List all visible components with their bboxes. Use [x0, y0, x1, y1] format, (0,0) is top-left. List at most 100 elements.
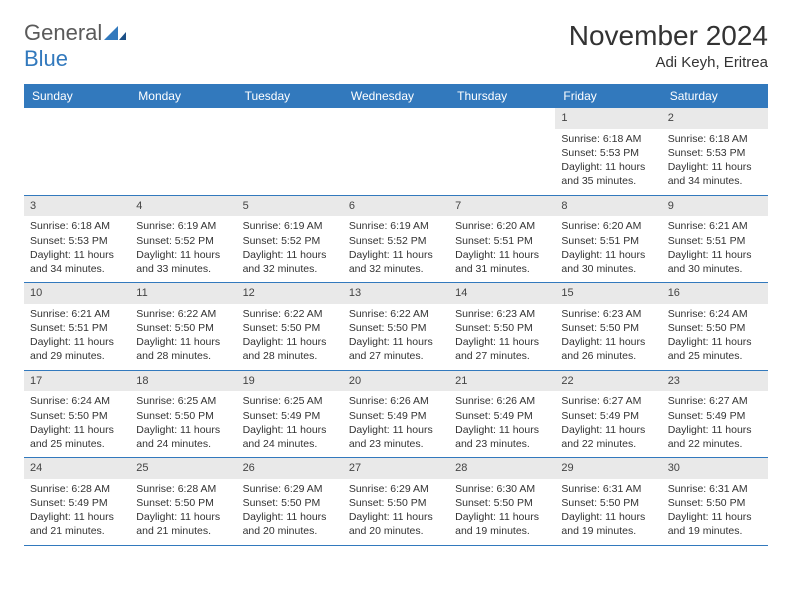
day-number: 30	[662, 458, 768, 479]
day-number: 23	[662, 371, 768, 392]
daylight-text: Daylight: 11 hours and 25 minutes.	[668, 335, 762, 363]
daylight-text: Daylight: 11 hours and 35 minutes.	[561, 160, 655, 188]
day-cell: 15Sunrise: 6:23 AMSunset: 5:50 PMDayligh…	[555, 283, 661, 370]
day-number: 6	[343, 196, 449, 217]
daylight-text: Daylight: 11 hours and 20 minutes.	[243, 510, 337, 538]
week-row: 24Sunrise: 6:28 AMSunset: 5:49 PMDayligh…	[24, 458, 768, 546]
day-cell: 13 Sunrise: 6:22 AMSunset: 5:50 PMDayligh…	[343, 283, 449, 370]
sunset-text: Sunset: 5:50 PM	[30, 409, 124, 423]
day-cell: 10Sunrise: 6:21 AMSunset: 5:51 PMDayligh…	[24, 283, 130, 370]
day-cell: 19Sunrise: 6:25 AMSunset: 5:49 PMDayligh…	[237, 371, 343, 458]
day-body: Sunrise: 6:24 AMSunset: 5:50 PMDaylight:…	[668, 307, 762, 364]
daylight-text: Daylight: 11 hours and 22 minutes.	[561, 423, 655, 451]
sunset-text: Sunset: 5:53 PM	[30, 234, 124, 248]
weeks-container: 1Sunrise: 6:18 AMSunset: 5:53 PMDaylight…	[24, 108, 768, 546]
day-cell: 17Sunrise: 6:24 AMSunset: 5:50 PMDayligh…	[24, 371, 130, 458]
sunset-text: Sunset: 5:52 PM	[136, 234, 230, 248]
sunrise-text: Sunrise: 6:19 AM	[349, 219, 443, 233]
day-body: Sunrise: 6:21 AMSunset: 5:51 PMDaylight:…	[668, 219, 762, 276]
sunset-text: Sunset: 5:50 PM	[668, 496, 762, 510]
logo-text: GeneralBlue	[24, 20, 126, 72]
week-row: 17Sunrise: 6:24 AMSunset: 5:50 PMDayligh…	[24, 371, 768, 459]
weekday-header: Friday	[555, 84, 661, 108]
day-number: 28	[449, 458, 555, 479]
sunset-text: Sunset: 5:50 PM	[136, 321, 230, 335]
day-number: 22	[555, 371, 661, 392]
sunset-text: Sunset: 5:51 PM	[668, 234, 762, 248]
daylight-text: Daylight: 11 hours and 31 minutes.	[455, 248, 549, 276]
daylight-text: Daylight: 11 hours and 19 minutes.	[668, 510, 762, 538]
day-number: 10	[24, 283, 130, 304]
sunrise-text: Sunrise: 6:27 AM	[668, 394, 762, 408]
logo-word2: Blue	[24, 46, 68, 71]
day-cell: 12Sunrise: 6:22 AMSunset: 5:50 PMDayligh…	[237, 283, 343, 370]
day-cell: 20Sunrise: 6:26 AMSunset: 5:49 PMDayligh…	[343, 371, 449, 458]
daylight-text: Daylight: 11 hours and 21 minutes.	[30, 510, 124, 538]
day-body: Sunrise: 6:18 AMSunset: 5:53 PMDaylight:…	[561, 132, 655, 189]
day-cell: 26Sunrise: 6:29 AMSunset: 5:50 PMDayligh…	[237, 458, 343, 545]
sunrise-text: Sunrise: 6:22 AM	[349, 307, 443, 321]
page-title: November 2024	[569, 20, 768, 52]
day-cell: 16Sunrise: 6:24 AMSunset: 5:50 PMDayligh…	[662, 283, 768, 370]
day-number: 26	[237, 458, 343, 479]
logo-sail-icon	[104, 20, 126, 46]
day-body: Sunrise: 6:24 AMSunset: 5:50 PMDaylight:…	[30, 394, 124, 451]
day-cell	[24, 108, 130, 195]
sunrise-text: Sunrise: 6:23 AM	[455, 307, 549, 321]
weekday-header: Tuesday	[237, 84, 343, 108]
page-subtitle: Adi Keyh, Eritrea	[569, 54, 768, 71]
day-number: 20	[343, 371, 449, 392]
sunset-text: Sunset: 5:51 PM	[561, 234, 655, 248]
sunset-text: Sunset: 5:49 PM	[668, 409, 762, 423]
sunrise-text: Sunrise: 6:26 AM	[455, 394, 549, 408]
sunrise-text: Sunrise: 6:21 AM	[30, 307, 124, 321]
sunset-text: Sunset: 5:53 PM	[668, 146, 762, 160]
sunset-text: Sunset: 5:50 PM	[455, 496, 549, 510]
weekday-header-row: SundayMondayTuesdayWednesdayThursdayFrid…	[24, 84, 768, 108]
day-number: 25	[130, 458, 236, 479]
day-number: 2	[662, 108, 768, 129]
sunset-text: Sunset: 5:50 PM	[136, 409, 230, 423]
day-cell: 5Sunrise: 6:19 AMSunset: 5:52 PMDaylight…	[237, 196, 343, 283]
day-body: Sunrise: 6:27 AMSunset: 5:49 PMDaylight:…	[561, 394, 655, 451]
day-number: 11	[130, 283, 236, 304]
sunrise-text: Sunrise: 6:19 AM	[136, 219, 230, 233]
day-cell	[343, 108, 449, 195]
daylight-text: Daylight: 11 hours and 27 minutes.	[349, 335, 443, 363]
daylight-text: Daylight: 11 hours and 19 minutes.	[455, 510, 549, 538]
sunrise-text: Sunrise: 6:31 AM	[561, 482, 655, 496]
day-cell: 14Sunrise: 6:23 AMSunset: 5:50 PMDayligh…	[449, 283, 555, 370]
daylight-text: Daylight: 11 hours and 21 minutes.	[136, 510, 230, 538]
day-body: Sunrise: 6:18 AMSunset: 5:53 PMDaylight:…	[30, 219, 124, 276]
day-number: 7	[449, 196, 555, 217]
sunrise-text: Sunrise: 6:27 AM	[561, 394, 655, 408]
sunset-text: Sunset: 5:49 PM	[455, 409, 549, 423]
sunrise-text: Sunrise: 6:24 AM	[668, 307, 762, 321]
day-number: 9	[662, 196, 768, 217]
week-row: 3Sunrise: 6:18 AMSunset: 5:53 PMDaylight…	[24, 196, 768, 284]
day-cell: 23Sunrise: 6:27 AMSunset: 5:49 PMDayligh…	[662, 371, 768, 458]
day-body: Sunrise: 6:22 AMSunset: 5:50 PMDaylight:…	[349, 307, 443, 364]
day-number: 13	[343, 283, 449, 304]
day-cell: 22Sunrise: 6:27 AMSunset: 5:49 PMDayligh…	[555, 371, 661, 458]
day-body: Sunrise: 6:20 AMSunset: 5:51 PMDaylight:…	[455, 219, 549, 276]
daylight-text: Daylight: 11 hours and 28 minutes.	[136, 335, 230, 363]
day-cell: 6Sunrise: 6:19 AMSunset: 5:52 PMDaylight…	[343, 196, 449, 283]
sunset-text: Sunset: 5:50 PM	[561, 321, 655, 335]
day-body: Sunrise: 6:28 AMSunset: 5:49 PMDaylight:…	[30, 482, 124, 539]
day-number: 18	[130, 371, 236, 392]
sunset-text: Sunset: 5:50 PM	[243, 496, 337, 510]
daylight-text: Daylight: 11 hours and 34 minutes.	[668, 160, 762, 188]
day-cell: 4Sunrise: 6:19 AMSunset: 5:52 PMDaylight…	[130, 196, 236, 283]
sunrise-text: Sunrise: 6:29 AM	[349, 482, 443, 496]
sunset-text: Sunset: 5:50 PM	[668, 321, 762, 335]
title-block: November 2024 Adi Keyh, Eritrea	[569, 20, 768, 71]
daylight-text: Daylight: 11 hours and 23 minutes.	[455, 423, 549, 451]
sunset-text: Sunset: 5:49 PM	[349, 409, 443, 423]
day-number: 8	[555, 196, 661, 217]
sunrise-text: Sunrise: 6:18 AM	[668, 132, 762, 146]
day-body: Sunrise: 6:20 AMSunset: 5:51 PMDaylight:…	[561, 219, 655, 276]
sunrise-text: Sunrise: 6:20 AM	[561, 219, 655, 233]
day-number: 5	[237, 196, 343, 217]
sunrise-text: Sunrise: 6:24 AM	[30, 394, 124, 408]
